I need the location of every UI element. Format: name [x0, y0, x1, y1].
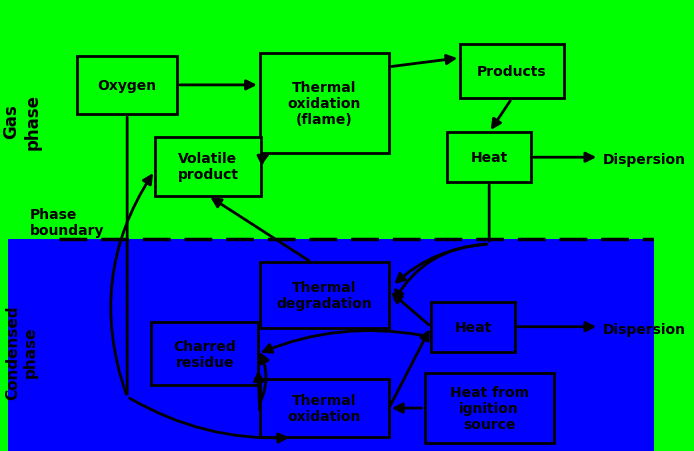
Text: Heat: Heat	[455, 320, 491, 334]
Text: Heat from
ignition
source: Heat from ignition source	[450, 385, 529, 431]
Text: Charred
residue: Charred residue	[174, 339, 236, 369]
Text: Products: Products	[477, 65, 547, 79]
FancyBboxPatch shape	[447, 133, 531, 183]
Text: Thermal
oxidation
(flame): Thermal oxidation (flame)	[287, 81, 361, 127]
Text: Dispersion: Dispersion	[602, 153, 685, 167]
FancyBboxPatch shape	[460, 45, 564, 99]
Text: Condensed
phase: Condensed phase	[6, 304, 38, 399]
FancyBboxPatch shape	[77, 56, 177, 115]
Text: Phase
boundary: Phase boundary	[31, 207, 105, 238]
FancyBboxPatch shape	[260, 379, 389, 437]
FancyBboxPatch shape	[151, 322, 258, 386]
Text: Dispersion: Dispersion	[602, 322, 685, 336]
FancyBboxPatch shape	[425, 373, 554, 443]
FancyBboxPatch shape	[260, 54, 389, 153]
FancyBboxPatch shape	[260, 262, 389, 328]
Text: Gas
phase: Gas phase	[2, 94, 41, 150]
Text: Volatile
product: Volatile product	[178, 152, 239, 182]
FancyBboxPatch shape	[431, 302, 515, 352]
FancyBboxPatch shape	[155, 138, 262, 196]
Bar	[8, 0, 654, 240]
Text: Thermal
oxidation: Thermal oxidation	[287, 393, 361, 423]
Bar	[8, 240, 654, 451]
Text: Oxygen: Oxygen	[98, 79, 157, 92]
Text: Heat: Heat	[471, 151, 508, 165]
Text: Thermal
degradation: Thermal degradation	[276, 281, 372, 310]
